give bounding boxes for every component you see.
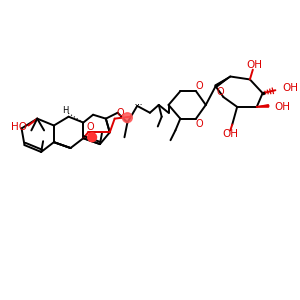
Text: OH: OH [247,60,263,70]
Text: O: O [86,122,94,133]
Text: OH: OH [282,83,298,93]
Text: O: O [195,118,203,128]
Text: O: O [217,87,224,97]
Text: HO: HO [11,122,27,133]
Text: O: O [117,108,124,118]
Text: OH: OH [222,129,238,139]
Polygon shape [215,76,230,87]
Text: O: O [195,81,203,91]
Text: OH: OH [274,102,290,112]
Circle shape [88,133,97,142]
Polygon shape [257,105,268,107]
Text: H: H [62,106,69,115]
Circle shape [122,113,132,123]
